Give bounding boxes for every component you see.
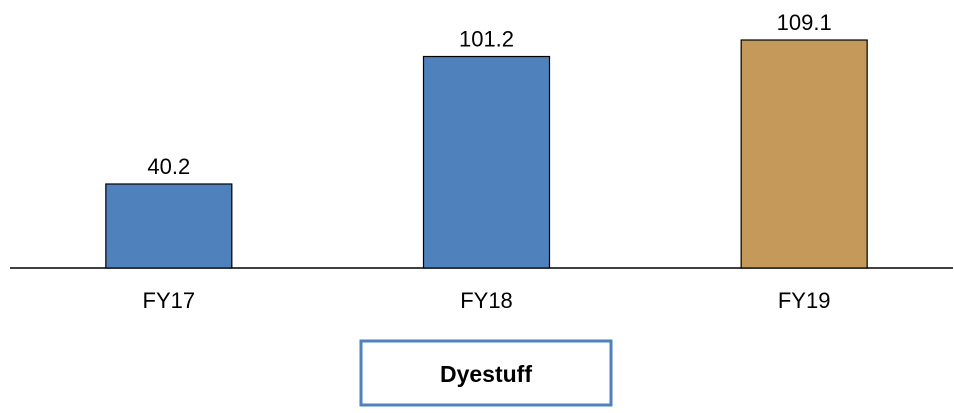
data-label: 40.2 (147, 154, 190, 179)
x-tick-label: FY18 (460, 288, 513, 313)
data-label: 101.2 (459, 27, 514, 52)
data-label: 109.1 (777, 10, 832, 35)
bar (740, 39, 868, 269)
x-tick-label: FY17 (143, 288, 196, 313)
title-box (359, 339, 613, 407)
x-tick-label: FY19 (778, 288, 831, 313)
chart-title: Dyestuff (440, 361, 532, 387)
bar (105, 183, 233, 269)
bar (422, 55, 551, 269)
